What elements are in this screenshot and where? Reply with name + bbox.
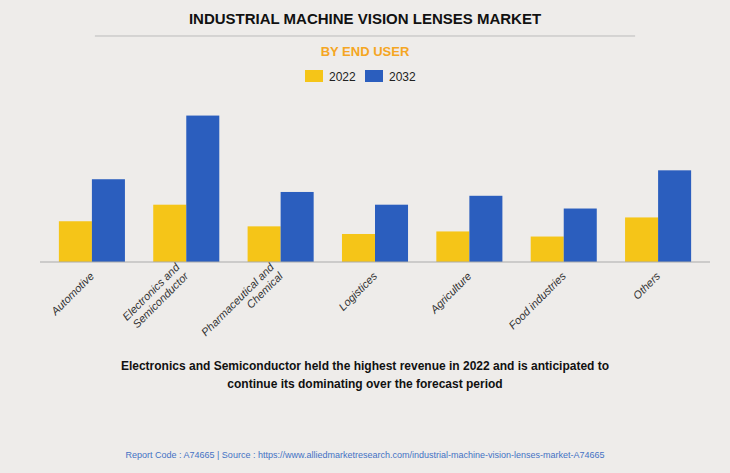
background — [0, 0, 730, 473]
label-line: Logistices — [336, 269, 379, 312]
bar — [658, 170, 691, 262]
legend: 2022 2032 — [305, 70, 416, 84]
source: Report Code : A74665 | Source : https://… — [125, 450, 604, 460]
bar — [375, 205, 408, 262]
label-line: Agriculture — [427, 270, 473, 316]
label-line: Semiconductor — [130, 269, 191, 330]
x-tick-label: Logistices — [336, 269, 379, 312]
subtitle: BY END USER — [321, 44, 410, 59]
bar — [59, 221, 92, 262]
x-tick-label: Food industries — [506, 269, 568, 331]
legend-swatch — [365, 70, 383, 82]
bar — [342, 234, 375, 262]
label-line: Others — [631, 269, 663, 301]
x-tick-label: Automotive — [48, 270, 96, 318]
footer-text: Electronics and Semiconductor held the h… — [121, 359, 609, 373]
title: INDUSTRIAL MACHINE VISION LENSES MARKET — [189, 10, 541, 27]
legend-label: 2032 — [389, 70, 416, 84]
separator — [95, 36, 635, 37]
bar — [153, 205, 186, 262]
x-tick-label: Agriculture — [427, 270, 473, 316]
bar — [436, 231, 469, 262]
label-line: Food industries — [506, 269, 568, 331]
bar — [248, 226, 281, 262]
x-tick-label: Electronics andSemiconductor — [120, 260, 191, 331]
x-tick-label: Pharmaceutical andChemical — [199, 260, 286, 347]
bar — [531, 237, 564, 262]
chart: INDUSTRIAL MACHINE VISION LENSES MARKET B… — [0, 0, 730, 473]
label-line: Chemical — [244, 269, 285, 310]
x-axis — [40, 262, 710, 263]
bar — [625, 217, 658, 262]
bar — [186, 116, 219, 262]
bar — [92, 179, 125, 262]
legend-label: 2022 — [329, 70, 356, 84]
x-tick-label: Others — [631, 269, 663, 301]
bars — [59, 116, 691, 262]
bar — [281, 192, 314, 262]
footer-text: continue its dominating over the forecas… — [227, 377, 502, 391]
bar — [564, 209, 597, 262]
x-tick-labels: Automotive Electronics andSemiconductorPh… — [48, 260, 663, 347]
label-line: Automotive — [48, 270, 96, 318]
bar — [469, 196, 502, 262]
label-line: Pharmaceutical and — [199, 260, 277, 338]
legend-swatch — [305, 70, 323, 82]
